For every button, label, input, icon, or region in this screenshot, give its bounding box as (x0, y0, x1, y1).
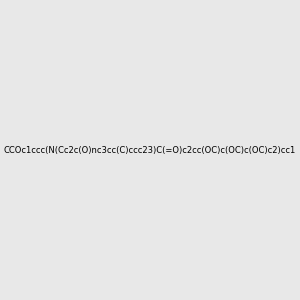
Text: CCOc1ccc(N(Cc2c(O)nc3cc(C)ccc23)C(=O)c2cc(OC)c(OC)c(OC)c2)cc1: CCOc1ccc(N(Cc2c(O)nc3cc(C)ccc23)C(=O)c2c… (4, 146, 296, 154)
